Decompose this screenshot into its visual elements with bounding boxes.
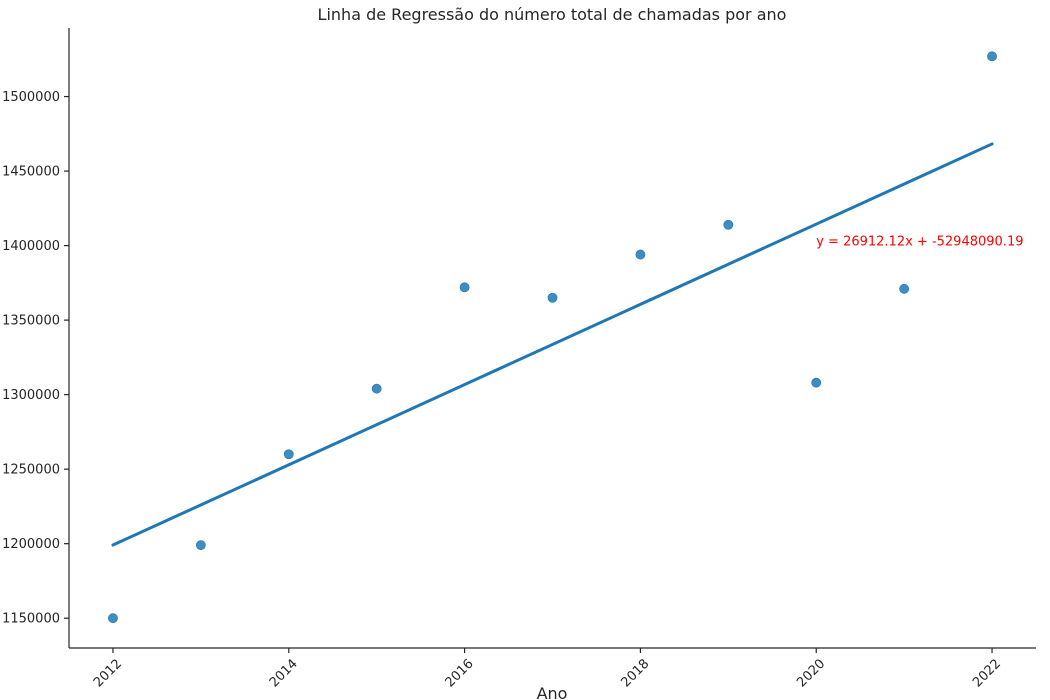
y-tick-label: 1250000 bbox=[2, 463, 60, 478]
data-point bbox=[987, 51, 997, 62]
data-point bbox=[811, 377, 822, 388]
y-ticks: 1150000 1200000 1250000 1300000 1350000 14000… bbox=[2, 90, 69, 627]
x-tick-label: 2018 bbox=[618, 656, 652, 690]
y-tick-label: 1200000 bbox=[2, 537, 60, 552]
x-axis-label: Ano bbox=[537, 684, 568, 700]
regression-equation-annotation: y = 26912.12x + -52948090.19 bbox=[816, 235, 1023, 250]
y-tick-label: 1450000 bbox=[2, 165, 60, 180]
x-tick-label: 2016 bbox=[443, 656, 477, 690]
data-point bbox=[459, 282, 470, 293]
data-point bbox=[899, 283, 910, 294]
y-tick-label: 1500000 bbox=[2, 90, 60, 105]
y-tick-label: 1150000 bbox=[2, 612, 60, 627]
y-tick-label: 1350000 bbox=[2, 314, 60, 329]
data-point bbox=[723, 219, 734, 230]
y-tick-label: 1300000 bbox=[2, 388, 60, 403]
data-point bbox=[547, 292, 558, 303]
x-tick-label: 2014 bbox=[267, 656, 301, 690]
data-point bbox=[635, 249, 646, 260]
data-point bbox=[195, 540, 206, 551]
x-tick-label: 2012 bbox=[91, 656, 125, 690]
y-tick-label: 1400000 bbox=[2, 239, 60, 254]
data-point bbox=[108, 613, 118, 624]
data-point bbox=[371, 383, 382, 394]
chart-title: Linha de Regressão do número total de ch… bbox=[318, 5, 787, 24]
data-points bbox=[108, 51, 997, 624]
data-point bbox=[283, 449, 294, 460]
x-tick-label: 2022 bbox=[970, 656, 1004, 690]
x-tick-label: 2020 bbox=[794, 656, 828, 690]
regression-line-group bbox=[111, 142, 994, 547]
regression-line bbox=[111, 142, 994, 547]
